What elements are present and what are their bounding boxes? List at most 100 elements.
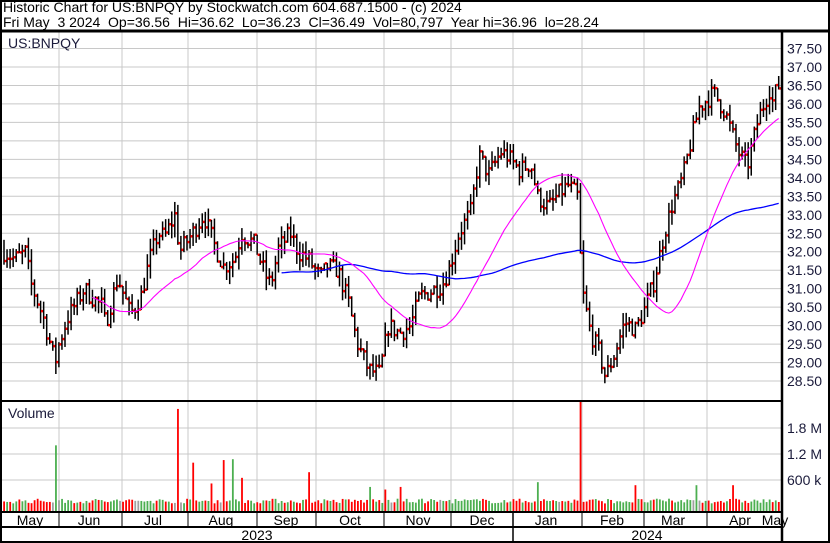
ohlc-bar xyxy=(201,213,206,234)
ohlc-bar xyxy=(49,332,53,345)
ohlc-bar xyxy=(622,313,627,349)
close-tick xyxy=(382,354,386,357)
ohlc-bar xyxy=(500,147,505,160)
ohlc-bar xyxy=(445,271,450,288)
close-tick xyxy=(477,176,480,179)
close-tick xyxy=(544,206,547,210)
close-tick xyxy=(617,347,621,350)
volume-bar xyxy=(48,501,51,511)
close-tick xyxy=(757,122,761,126)
volume-bar xyxy=(729,499,731,511)
close-tick xyxy=(550,197,553,201)
ohlc-bar xyxy=(466,200,471,230)
ohlc-bar xyxy=(436,276,441,309)
close-tick xyxy=(489,167,492,170)
volume-bar xyxy=(347,499,350,511)
volume-bar xyxy=(494,503,497,511)
volume-bar xyxy=(591,499,594,511)
volume-bar xyxy=(366,499,368,511)
close-tick xyxy=(605,374,608,378)
volume-bar xyxy=(448,499,451,511)
volume-bar xyxy=(289,500,292,511)
short-moving-average-line xyxy=(92,118,780,329)
volume-bar xyxy=(201,500,204,511)
volume-bar xyxy=(445,501,448,511)
volume-bar xyxy=(768,499,771,511)
ohlc-bar xyxy=(485,156,489,182)
volume-bar xyxy=(689,500,692,511)
close-tick xyxy=(623,323,627,326)
ohlc-bar xyxy=(15,249,20,263)
volume-bar xyxy=(271,498,274,511)
volume-bar xyxy=(756,500,759,511)
volume-bar xyxy=(716,501,719,511)
price-tick-label: 30.00 xyxy=(787,318,822,334)
volume-bar xyxy=(375,501,378,511)
ohlc-bar xyxy=(354,312,358,338)
close-tick xyxy=(483,155,486,158)
month-label: Mar xyxy=(661,512,685,528)
volume-bar xyxy=(579,402,582,511)
close-tick xyxy=(449,264,453,267)
volume-bar xyxy=(106,502,109,511)
volume-bar xyxy=(3,501,5,511)
ohlc-bar xyxy=(570,173,575,193)
ohlc-bar xyxy=(55,337,59,375)
volume-bar xyxy=(24,500,27,511)
volume-bar xyxy=(658,499,661,511)
ohlc-bar xyxy=(238,237,242,270)
close-tick xyxy=(693,120,697,124)
ohlc-bar xyxy=(634,321,639,339)
close-tick xyxy=(117,284,120,288)
volume-bar xyxy=(430,499,432,511)
year-label: 2023 xyxy=(241,527,272,543)
close-tick xyxy=(178,241,181,245)
volume-bar xyxy=(353,499,356,511)
ohlc-bar xyxy=(665,231,669,253)
volume-bar xyxy=(524,500,527,511)
ohlc-bar xyxy=(716,88,721,102)
ohlc-bar xyxy=(494,155,499,167)
ohlc-bar xyxy=(113,282,117,323)
volume-bar xyxy=(680,500,683,511)
close-tick xyxy=(92,304,96,307)
close-tick xyxy=(730,121,733,124)
volume-bar xyxy=(610,499,612,511)
close-tick xyxy=(760,108,764,112)
close-tick xyxy=(602,366,605,370)
close-tick xyxy=(150,248,154,252)
close-tick xyxy=(96,296,99,300)
close-tick xyxy=(288,226,291,230)
close-tick xyxy=(742,150,746,154)
volume-bar xyxy=(585,501,588,511)
ohlc-bar xyxy=(161,221,166,241)
ohlc-bar xyxy=(777,75,782,90)
volume-bar xyxy=(317,500,320,511)
volume-bar xyxy=(558,501,561,511)
ohlc-bar xyxy=(585,285,590,312)
volume-bar xyxy=(399,486,402,511)
volume-bar xyxy=(735,498,737,511)
close-tick xyxy=(657,272,660,275)
ohlc-bar xyxy=(180,235,184,260)
ohlc-bar xyxy=(405,318,410,349)
volume-bar xyxy=(482,498,484,511)
volume-bar xyxy=(469,500,472,511)
ohlc-bar xyxy=(393,320,398,342)
close-tick xyxy=(413,316,416,319)
volume-bar xyxy=(225,501,228,511)
close-tick xyxy=(132,309,136,312)
volume-bar xyxy=(332,499,335,511)
volume-bar xyxy=(512,499,515,511)
volume-bar xyxy=(149,500,152,511)
ohlc-bar xyxy=(268,268,273,286)
close-tick xyxy=(394,333,398,337)
close-tick xyxy=(74,304,78,308)
ohlc-bar xyxy=(131,294,136,315)
volume-bar xyxy=(170,503,173,511)
close-tick xyxy=(690,149,694,152)
ohlc-bar xyxy=(195,223,200,243)
close-tick xyxy=(663,246,666,249)
close-tick xyxy=(157,241,160,245)
ohlc-bar xyxy=(39,300,44,324)
